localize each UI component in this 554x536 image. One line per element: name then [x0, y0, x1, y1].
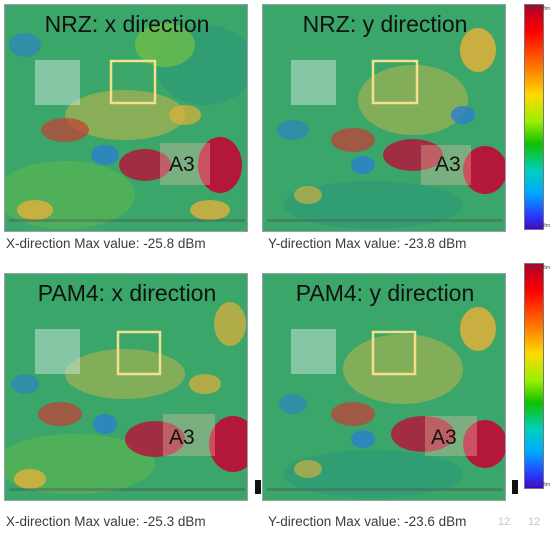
colorbar-min-label: -60.0 dBm — [527, 223, 551, 229]
region-label-a3: A3 — [435, 153, 461, 176]
panel-title: PAM4: y direction — [295, 280, 475, 306]
colorbar-min-label: -60.0 dBm — [527, 482, 551, 488]
colorbar-max-label: -30.0 dBm — [527, 265, 551, 271]
page-number: 12 — [528, 516, 541, 528]
heatmap-image — [263, 274, 505, 500]
heatmap-panel-nrz-y: NRZ: y direction A3 — [262, 4, 506, 232]
panel-title: NRZ: y direction — [302, 11, 468, 37]
max-value-caption: Y-direction Max value: -23.8 dBm — [268, 236, 467, 251]
heatmap-panel-pam4-y: PAM4: y direction A3 — [262, 273, 506, 501]
page-number: 12 — [498, 516, 511, 528]
panel-title: NRZ: x direction — [44, 11, 210, 37]
max-value-caption: Y-direction Max value: -23.6 dBm — [268, 514, 467, 529]
max-value-caption: X-direction Max value: -25.8 dBm — [6, 236, 206, 251]
heatmap-panel-nrz-x: NRZ: x direction A3 — [4, 4, 248, 232]
max-value-caption: X-direction Max value: -25.3 dBm — [6, 514, 206, 529]
region-label-a3: A3 — [169, 426, 195, 449]
region-label-a3: A3 — [431, 426, 457, 449]
colorbar — [524, 263, 544, 489]
marker — [512, 480, 518, 494]
marker — [255, 480, 261, 494]
colorbar-max-label: -30.0 dBm — [527, 6, 551, 12]
panel-title: PAM4: x direction — [37, 280, 217, 306]
heatmap-panel-pam4-x: PAM4: x direction A3 — [4, 273, 248, 501]
heatmap-image — [5, 5, 247, 231]
heatmap-image — [263, 5, 505, 231]
heatmap-image — [5, 274, 247, 500]
colorbar — [524, 4, 544, 230]
region-label-a3: A3 — [169, 153, 195, 176]
